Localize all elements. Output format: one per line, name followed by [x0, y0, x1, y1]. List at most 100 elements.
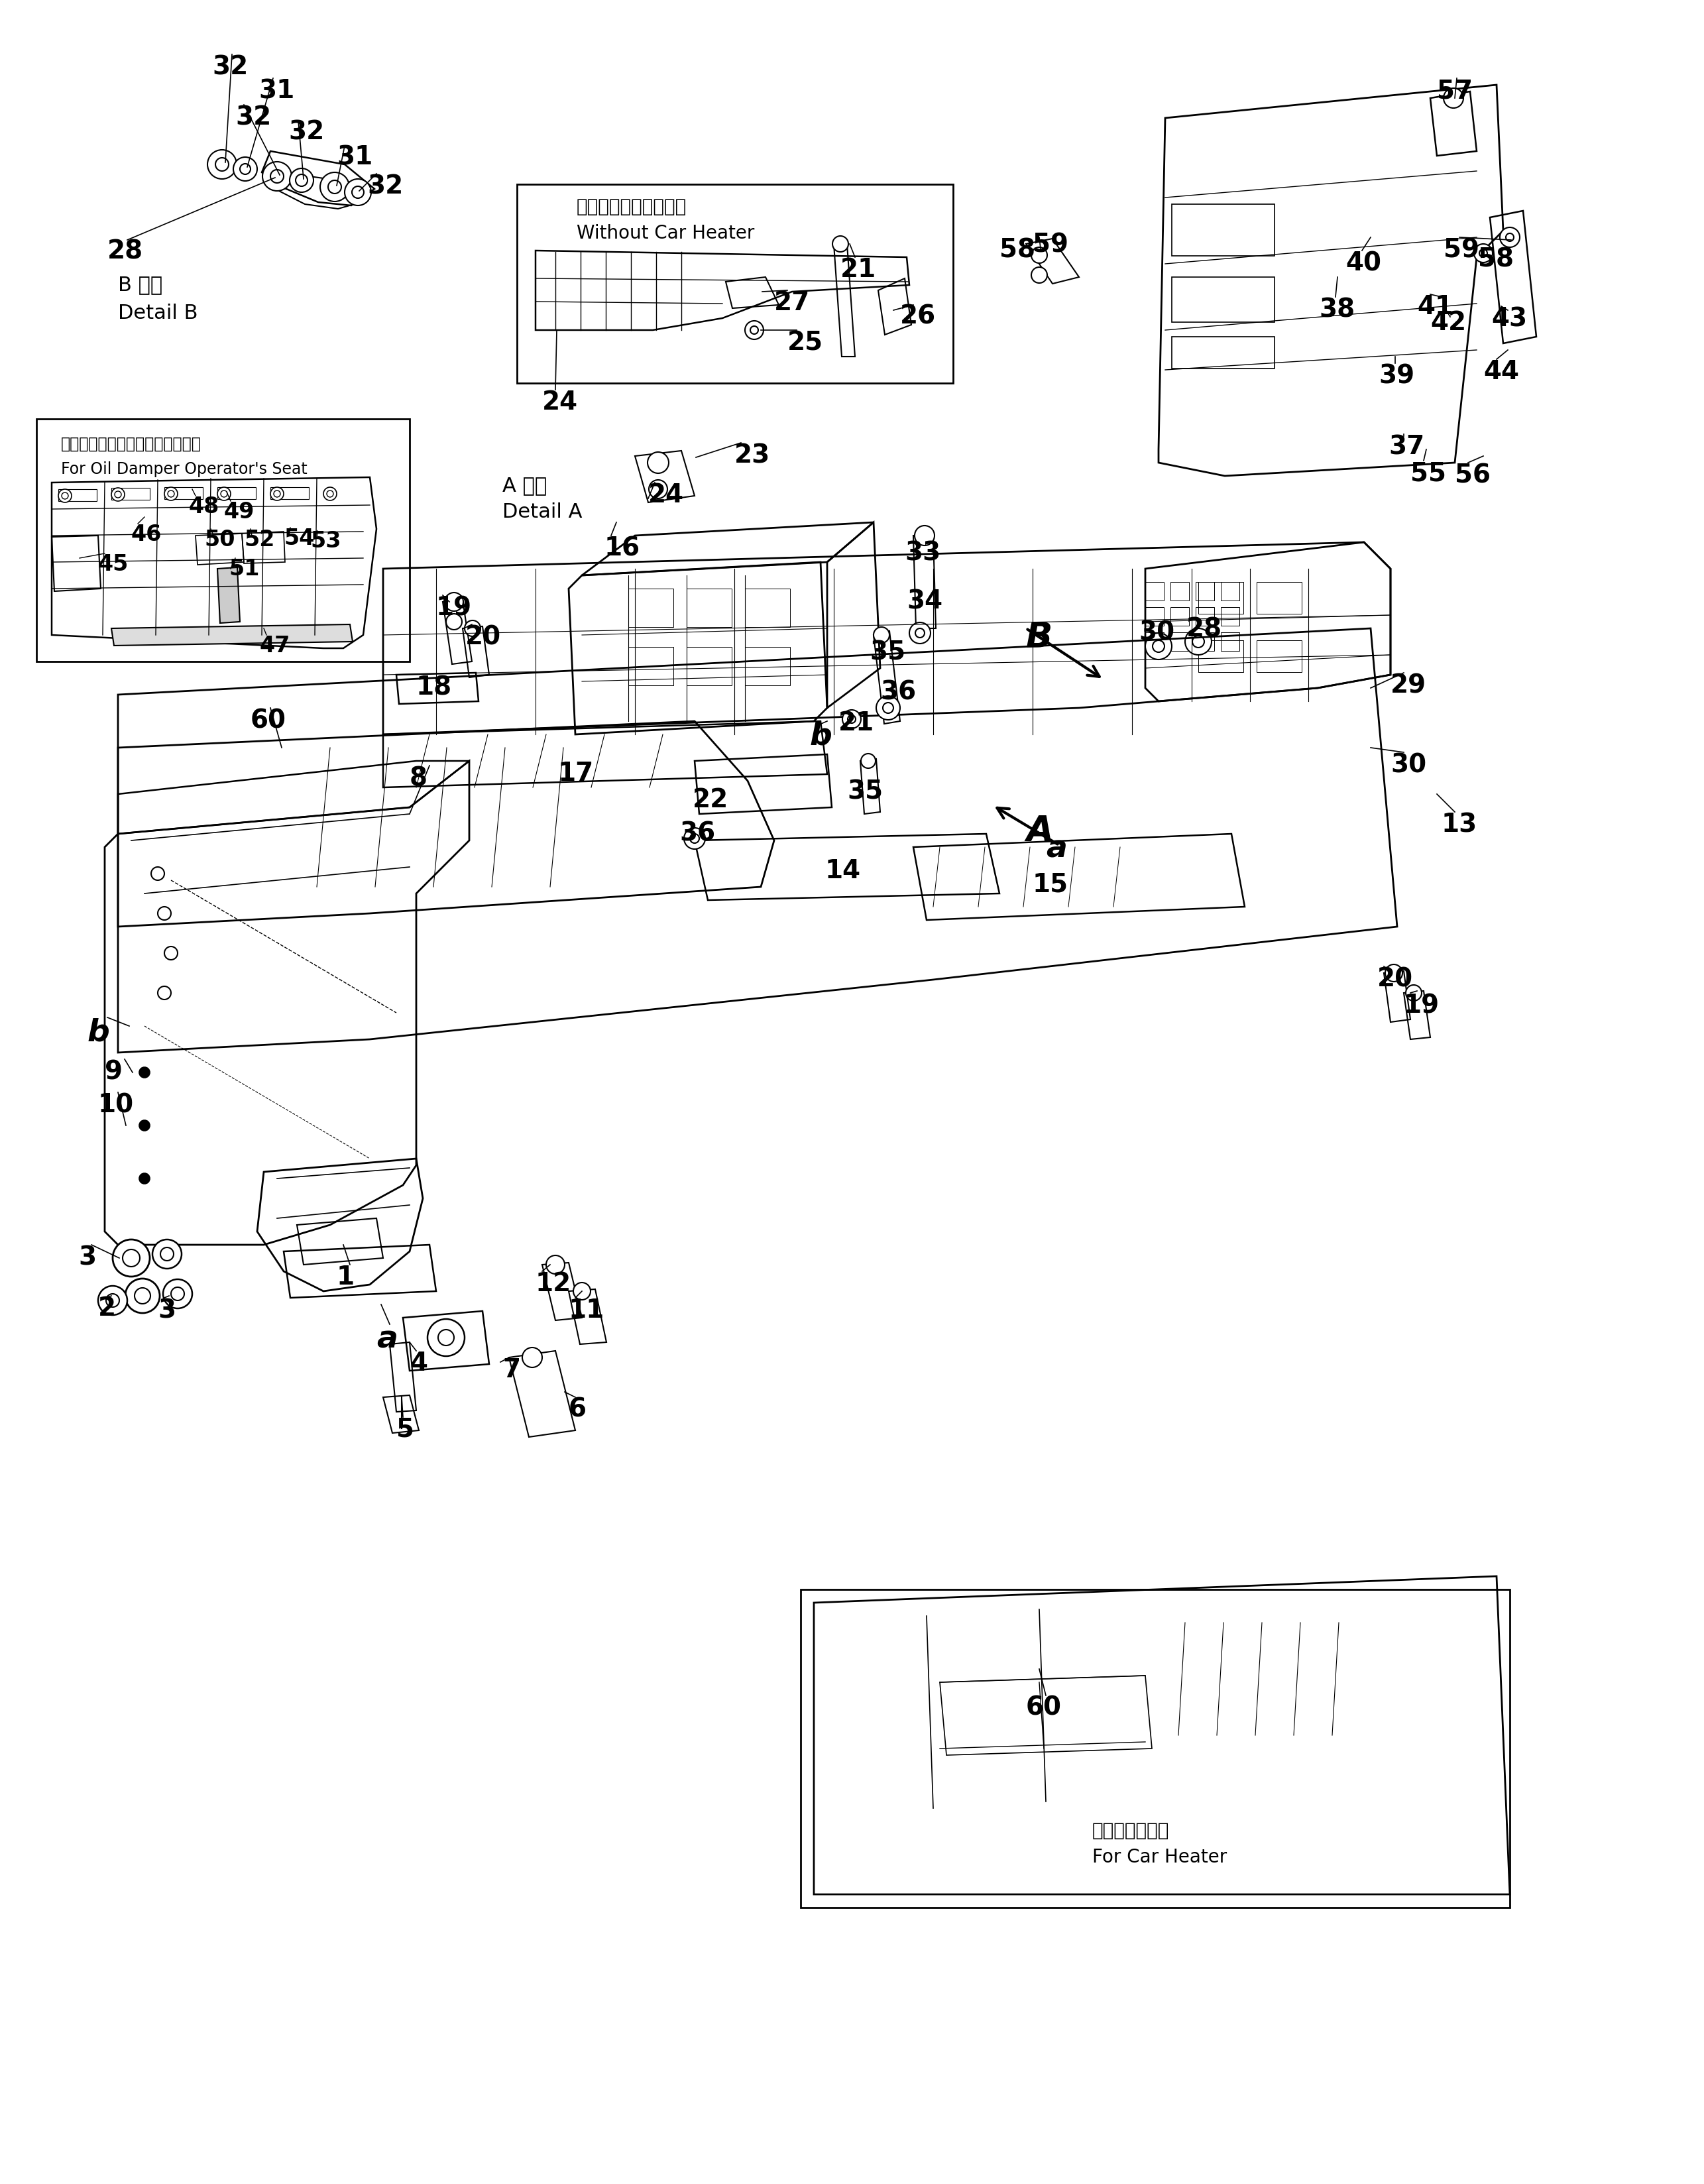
- Text: 59: 59: [1443, 238, 1479, 262]
- Text: 24: 24: [542, 389, 578, 415]
- Text: 24: 24: [648, 483, 683, 507]
- Circle shape: [353, 186, 365, 199]
- Text: 5: 5: [397, 1417, 414, 1441]
- Circle shape: [649, 480, 668, 498]
- Text: 52: 52: [244, 529, 274, 550]
- Circle shape: [874, 627, 889, 642]
- Text: 8: 8: [409, 767, 428, 791]
- Text: 18: 18: [416, 675, 452, 699]
- Bar: [1145, 607, 1164, 625]
- Text: 31: 31: [337, 144, 373, 170]
- Circle shape: [1193, 636, 1205, 649]
- Text: 20: 20: [465, 625, 501, 649]
- Circle shape: [111, 487, 124, 500]
- Circle shape: [152, 1241, 182, 1269]
- Circle shape: [158, 906, 170, 919]
- Text: a: a: [377, 1324, 397, 1354]
- Circle shape: [152, 867, 164, 880]
- Circle shape: [446, 614, 462, 629]
- Circle shape: [240, 164, 250, 175]
- Text: 36: 36: [881, 679, 917, 705]
- Circle shape: [135, 1289, 150, 1304]
- Text: 6: 6: [569, 1398, 586, 1422]
- Text: 53: 53: [310, 531, 341, 553]
- Text: 55: 55: [1411, 461, 1447, 485]
- Bar: [1256, 640, 1302, 673]
- Circle shape: [140, 1120, 150, 1131]
- Bar: [1196, 633, 1215, 651]
- Text: 26: 26: [900, 304, 935, 330]
- Text: 59: 59: [1033, 232, 1068, 258]
- Text: 46: 46: [131, 524, 162, 546]
- Text: 43: 43: [1491, 306, 1527, 332]
- Text: 29: 29: [1390, 673, 1426, 699]
- Text: 32: 32: [366, 175, 404, 199]
- Text: 30: 30: [1390, 751, 1426, 778]
- Circle shape: [164, 1280, 193, 1308]
- Text: 10: 10: [99, 1092, 135, 1118]
- Circle shape: [545, 1256, 564, 1273]
- Text: a: a: [1046, 834, 1067, 863]
- Circle shape: [344, 179, 371, 205]
- Circle shape: [465, 620, 481, 636]
- Circle shape: [842, 710, 861, 729]
- Circle shape: [438, 1330, 453, 1345]
- Circle shape: [114, 491, 121, 498]
- Text: 35: 35: [847, 780, 883, 804]
- Circle shape: [99, 1286, 128, 1315]
- Text: 38: 38: [1319, 297, 1355, 321]
- Text: 20: 20: [1377, 965, 1413, 992]
- Circle shape: [648, 452, 668, 474]
- Text: 54: 54: [283, 529, 315, 550]
- Bar: [801, 1590, 1510, 1907]
- Text: 56: 56: [1455, 463, 1491, 487]
- Circle shape: [170, 1286, 184, 1299]
- Text: 23: 23: [734, 443, 770, 467]
- Circle shape: [1506, 234, 1513, 240]
- Text: 44: 44: [1482, 358, 1518, 384]
- Bar: [687, 646, 731, 686]
- Bar: [1198, 581, 1244, 614]
- Text: 50: 50: [204, 529, 235, 550]
- Bar: [1196, 581, 1215, 601]
- Text: 48: 48: [189, 496, 220, 518]
- Text: A 詳細: A 詳細: [503, 476, 547, 496]
- Bar: [1172, 203, 1275, 256]
- Circle shape: [883, 703, 893, 714]
- Text: 45: 45: [99, 553, 130, 574]
- Circle shape: [861, 753, 876, 769]
- Bar: [1256, 581, 1302, 614]
- Text: 14: 14: [825, 858, 861, 885]
- Circle shape: [233, 157, 257, 181]
- Text: 28: 28: [107, 238, 143, 264]
- Circle shape: [164, 487, 177, 500]
- Circle shape: [573, 1282, 591, 1299]
- Text: 57: 57: [1436, 79, 1472, 103]
- Circle shape: [160, 1247, 174, 1260]
- Circle shape: [521, 1348, 542, 1367]
- Text: b: b: [87, 1018, 111, 1048]
- Circle shape: [428, 1319, 465, 1356]
- Text: 1: 1: [337, 1265, 354, 1291]
- Text: 30: 30: [1138, 620, 1174, 644]
- Text: 2: 2: [99, 1295, 116, 1321]
- Circle shape: [915, 526, 934, 546]
- Circle shape: [290, 168, 314, 192]
- Circle shape: [1031, 247, 1048, 262]
- Text: 17: 17: [557, 760, 595, 786]
- Circle shape: [324, 487, 337, 500]
- Bar: [1198, 640, 1244, 673]
- Text: 40: 40: [1346, 251, 1382, 275]
- Circle shape: [208, 151, 237, 179]
- Text: 37: 37: [1389, 435, 1425, 459]
- Circle shape: [1443, 87, 1464, 107]
- Bar: [1220, 633, 1239, 651]
- Text: For Car Heater: For Car Heater: [1092, 1848, 1227, 1867]
- Circle shape: [271, 487, 283, 500]
- Circle shape: [158, 987, 170, 1000]
- Bar: [1171, 633, 1189, 651]
- Circle shape: [61, 491, 68, 500]
- Text: 32: 32: [211, 55, 249, 79]
- Text: 4: 4: [409, 1352, 428, 1376]
- Circle shape: [915, 629, 925, 638]
